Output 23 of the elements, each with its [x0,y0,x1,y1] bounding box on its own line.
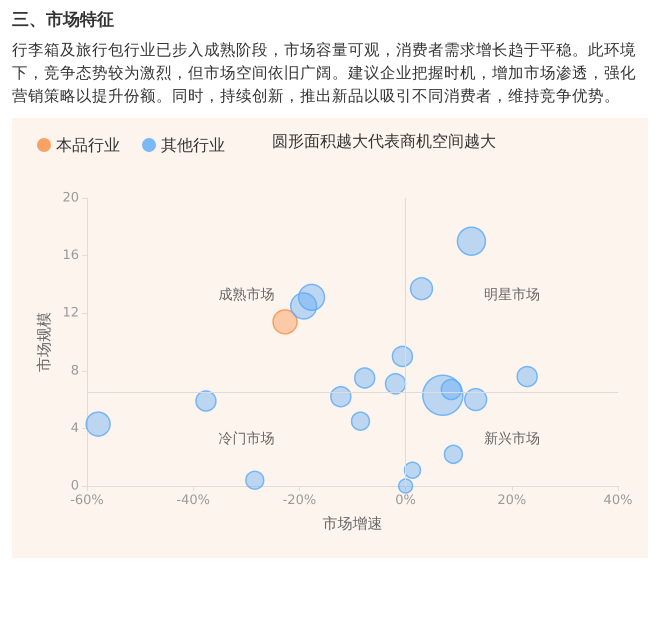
y-tick-label: 16 [62,248,79,264]
y-tick-label: 8 [70,363,79,378]
x-tick-label: -40% [176,493,210,508]
y-tick-label: 4 [70,420,79,436]
annotation: 成熟市场 [218,287,274,304]
x-tick-label: -20% [282,493,316,508]
y-tick-label: 0 [70,478,79,494]
text: 圆形面积越大代表商机空间越大 [272,132,496,150]
x-tick-label: 20% [497,493,526,508]
legend-label: 本品行业 [56,136,120,154]
annotation: 新兴市场 [484,431,540,448]
x-tick-label: 40% [604,493,632,508]
x-tick-label: -60% [70,493,104,508]
chart-subtitle: 行李箱及旅行包行业已步入成熟阶段，市场容量可观，消费者需求增长趋于平稳。此环境下，竞争态势较为激烈，但市场空间依旧广阔。建议企业把握时机，增加市场渗透，强化营销策略以提升份额。同时，持续创新，推出新品以吸引不同消费者，维持竞争优势。 [12,40,637,107]
x-tick-label: 0% [395,493,416,508]
y-axis-title: 市场规模 [35,312,54,372]
chart-title: 三、市场特征 [12,9,115,31]
x-axis-title: 市场增速 [322,514,382,532]
y-tick-label: 20 [62,190,79,206]
legend-label: 其他行业 [161,136,225,154]
y-tick-label: 12 [62,306,79,321]
annotation: 冷门市场 [218,431,274,448]
annotation: 明星市场 [484,287,540,304]
